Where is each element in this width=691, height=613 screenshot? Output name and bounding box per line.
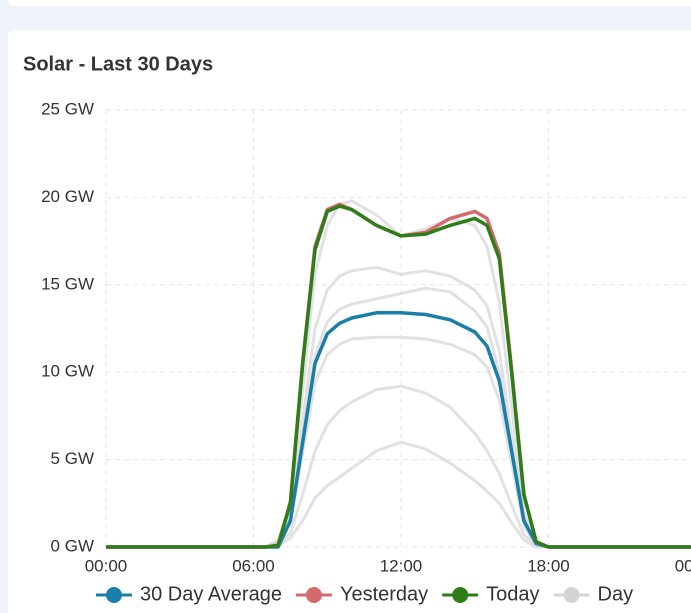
legend-label: 30 Day Average [140,583,282,605]
x-tick-label: 12:00 [380,556,423,575]
legend-marker [106,587,122,603]
y-tick-label: 15 GW [41,274,94,293]
y-tick-label: 10 GW [41,362,94,381]
y-tick-label: 25 GW [41,99,94,118]
x-tick-label: 18:00 [527,556,570,575]
chart-title: Solar - Last 30 Days [23,53,213,75]
legend-marker [305,587,322,603]
legend-label: Today [486,583,539,605]
x-tick-label: 06:00 [232,556,275,575]
legend-marker [563,587,580,603]
top-card [8,0,691,6]
x-tick-label: 00:00 [675,556,691,575]
legend-label: Day [598,583,634,605]
x-tick-label: 00:00 [85,556,128,575]
y-tick-label: 20 GW [41,187,94,206]
legend-label: Yesterday [340,583,428,605]
y-tick-label: 5 GW [51,449,94,468]
chart-card [8,30,691,613]
series-line [106,204,691,549]
y-tick-label: 0 GW [51,536,94,555]
legend-marker [452,587,469,603]
